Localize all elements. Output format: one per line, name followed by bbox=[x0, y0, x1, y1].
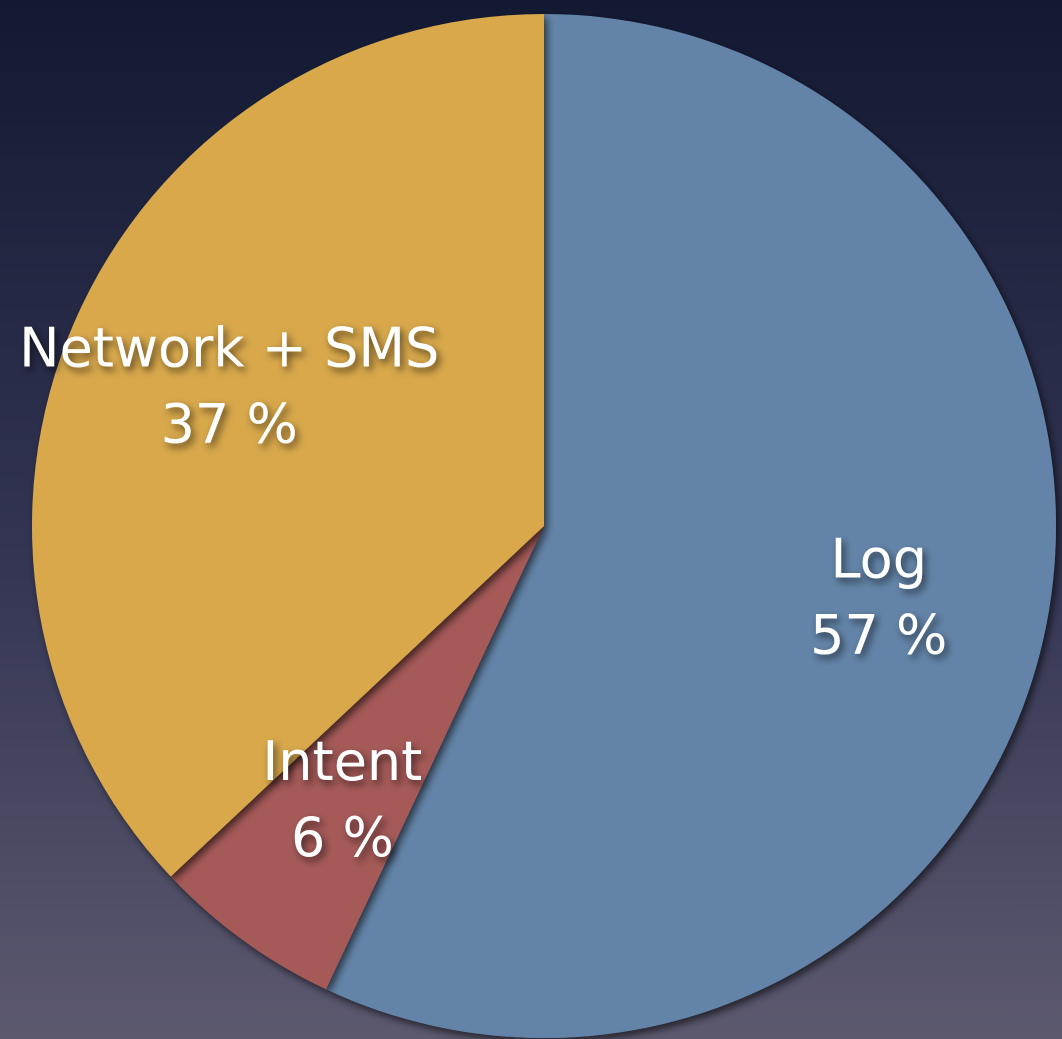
slice-label: Log bbox=[831, 527, 927, 590]
pie bbox=[32, 14, 1057, 1038]
slice-value-label: 6 % bbox=[291, 806, 394, 869]
slice-value-label: 37 % bbox=[161, 392, 298, 455]
pie-slice bbox=[32, 14, 544, 877]
slice-label: Network + SMS bbox=[19, 316, 439, 379]
slice-label: Intent bbox=[262, 730, 422, 793]
labels: Log 57 % Intent 6 % Network + SMS 37 % bbox=[19, 316, 947, 869]
pie-slice bbox=[170, 526, 544, 990]
slice-value-label: 57 % bbox=[810, 603, 947, 666]
pie-slice bbox=[326, 14, 1057, 1038]
